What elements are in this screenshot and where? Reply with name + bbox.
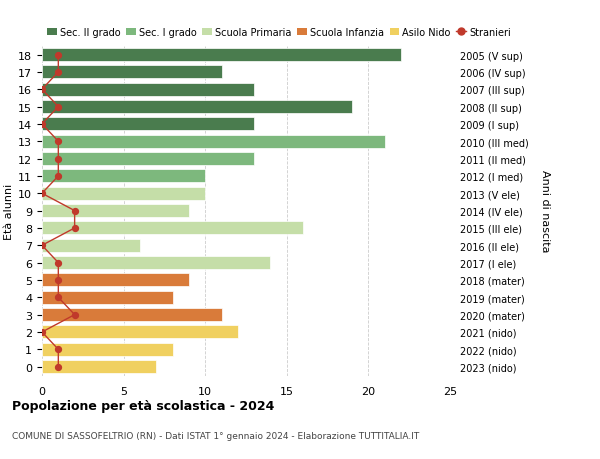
Bar [42,135,385,148]
Bar [42,101,352,114]
Point [53,259,63,267]
Bar [42,84,254,96]
Point [53,52,63,59]
Bar [42,291,173,304]
Bar [42,170,205,183]
Bar [42,257,271,269]
Point [37,121,47,129]
Bar [42,205,189,218]
Point [37,242,47,249]
Bar [42,49,401,62]
Y-axis label: Anni di nascita: Anni di nascita [539,170,550,252]
Bar [42,118,254,131]
Point [37,329,47,336]
Point [53,277,63,284]
Y-axis label: Età alunni: Età alunni [4,183,14,239]
Point [53,156,63,163]
Bar [42,308,221,321]
Bar [42,187,205,200]
Bar [42,360,156,373]
Point [53,363,63,370]
Point [37,190,47,197]
Bar [42,343,173,356]
Legend: Sec. II grado, Sec. I grado, Scuola Primaria, Scuola Infanzia, Asilo Nido, Stran: Sec. II grado, Sec. I grado, Scuola Prim… [47,28,511,38]
Point [37,86,47,94]
Point [53,69,63,76]
Point [53,173,63,180]
Point [53,138,63,146]
Point [70,207,79,215]
Bar [42,274,189,287]
Text: Popolazione per età scolastica - 2024: Popolazione per età scolastica - 2024 [12,399,274,412]
Point [53,104,63,111]
Bar [42,153,254,166]
Point [70,311,79,319]
Bar [42,239,140,252]
Bar [42,222,303,235]
Point [53,346,63,353]
Point [53,294,63,301]
Bar [42,326,238,339]
Text: COMUNE DI SASSOFELTRIO (RN) - Dati ISTAT 1° gennaio 2024 - Elaborazione TUTTITAL: COMUNE DI SASSOFELTRIO (RN) - Dati ISTAT… [12,431,419,441]
Bar [42,66,221,79]
Point [70,225,79,232]
